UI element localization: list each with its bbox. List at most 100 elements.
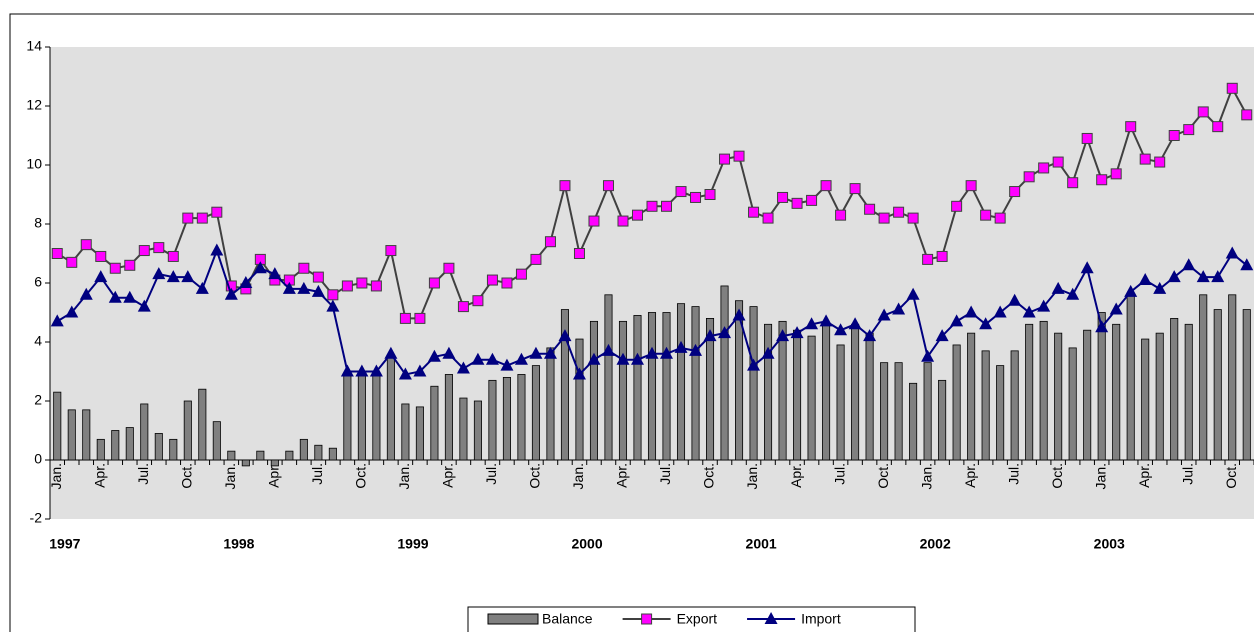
x-tick-label: Jul. [831,463,847,485]
marker [820,180,832,192]
bar [909,382,918,461]
marker [486,274,498,286]
marker [544,236,556,248]
marker [777,191,789,203]
bar [386,356,395,461]
year-label: 1997 [49,536,80,552]
bar [822,323,831,461]
x-tick-label: Apr. [1136,463,1152,488]
marker [819,314,833,327]
x-tick-label: Oct. [1049,463,1065,489]
bar [1170,317,1179,461]
marker [471,352,485,365]
marker [195,281,209,294]
bar [1039,320,1048,461]
bar [1025,323,1034,461]
bar [1242,309,1251,461]
bar [270,459,279,467]
marker [326,299,340,312]
marker [994,212,1006,224]
marker [530,253,542,265]
bar [546,347,555,461]
marker [690,191,702,203]
marker [935,329,949,342]
bar [502,376,511,461]
bar [778,320,787,461]
legend-label: Import [801,611,841,627]
marker [906,287,920,300]
marker [776,329,790,342]
marker [50,314,64,327]
year-label: 2000 [571,536,602,552]
x-tick-label: Jan. [48,463,64,489]
marker [1051,281,1065,294]
marker [848,317,862,330]
marker [748,206,760,218]
x-tick-label: Jan. [222,463,238,489]
bar [372,374,381,461]
bar [125,427,134,461]
marker [1110,168,1122,180]
bar [111,430,120,461]
x-tick-label: Jan. [570,463,586,489]
marker [1066,287,1080,300]
marker [878,212,890,224]
marker [239,276,253,288]
marker [65,305,79,318]
y-tick-label: 10 [26,156,42,172]
marker [356,277,368,289]
bar [241,459,250,467]
marker [529,346,543,359]
x-tick-label: Apr. [440,463,456,488]
marker [834,323,848,336]
bar [720,285,729,461]
marker [340,364,354,377]
marker [588,215,600,227]
marker [95,250,107,262]
marker [764,612,778,624]
bar [488,379,497,461]
bar [865,332,874,461]
marker [456,361,470,374]
marker [1008,293,1022,306]
bar [1199,294,1208,461]
marker [892,302,906,315]
marker [964,305,978,318]
year-label: 2003 [1094,536,1125,552]
bar [314,444,323,461]
marker [704,189,716,200]
marker [472,295,484,307]
marker [124,259,136,271]
x-tick-label: Jan. [396,463,412,489]
marker [109,262,121,274]
x-tick-label: Jul. [135,463,151,485]
marker [1124,284,1138,297]
bar [735,300,744,461]
marker [443,262,455,274]
y-tick-label: 4 [34,333,42,349]
marker [166,270,180,283]
marker [79,287,93,300]
marker [641,613,653,625]
x-tick-label: Jan. [744,463,760,489]
bar [531,365,540,461]
bar [1155,332,1164,461]
bar [749,306,758,461]
y-tick-label: 0 [34,451,42,467]
marker [384,346,398,359]
marker [501,277,513,289]
marker [182,212,194,224]
marker [297,281,311,294]
bar [473,400,482,461]
marker [732,308,746,321]
x-tick-label: Apr. [91,463,107,488]
bar [1054,332,1063,461]
year-label: 1999 [397,536,428,552]
y-tick-label: 6 [34,274,42,290]
x-tick-label: Apr. [788,463,804,488]
bar [1213,309,1222,461]
marker [196,212,208,224]
bar [212,421,221,461]
x-tick-label: Apr. [614,463,630,488]
bar [198,388,207,461]
